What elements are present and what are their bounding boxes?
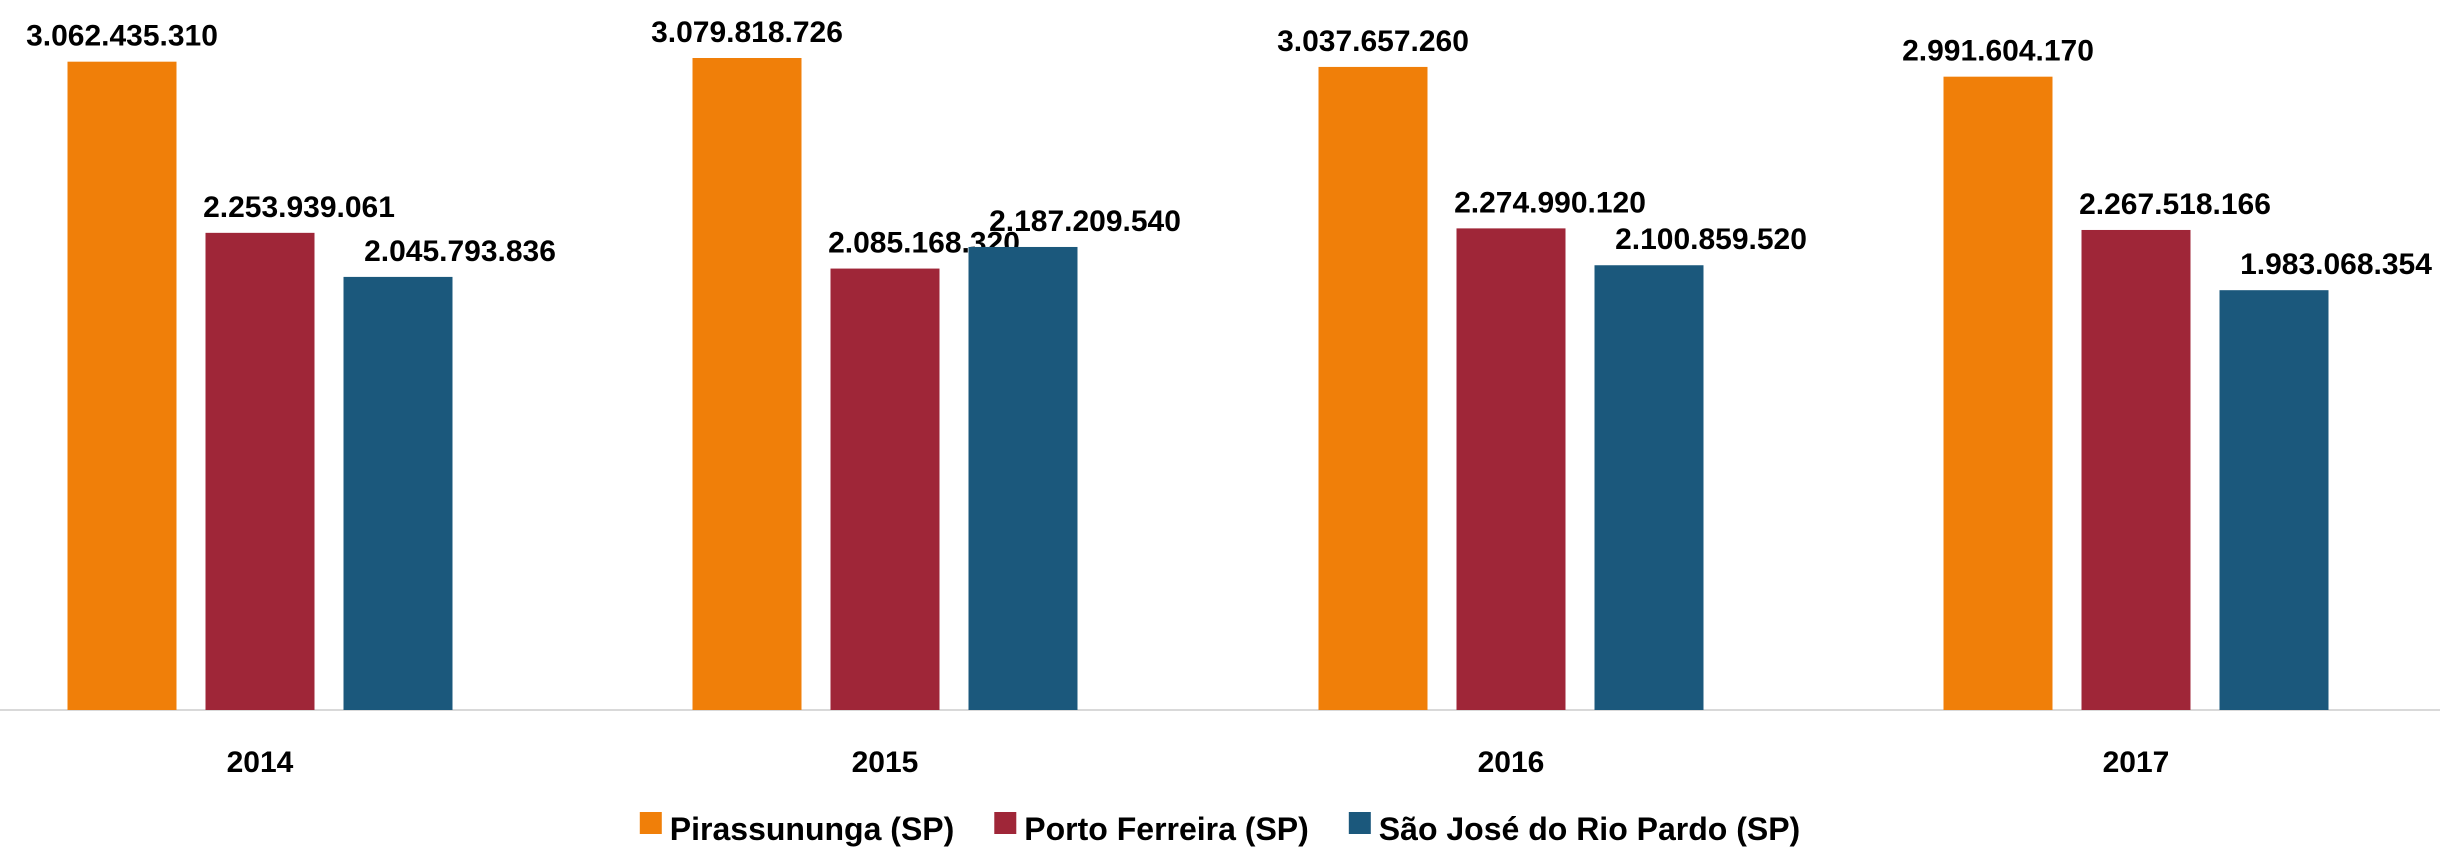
x-tick-label: 2014 xyxy=(227,746,294,779)
x-tick-label: 2015 xyxy=(852,746,919,779)
bar xyxy=(2219,290,2329,710)
legend-label: São José do Rio Pardo (SP) xyxy=(1379,811,1800,847)
bar xyxy=(1318,66,1428,711)
x-tick-label: 2017 xyxy=(2103,746,2170,779)
bar xyxy=(968,246,1078,710)
bar xyxy=(1456,228,1566,710)
data-label: 3.037.657.260 xyxy=(1277,25,1469,58)
data-label: 2.253.939.061 xyxy=(203,191,395,224)
legend-label: Porto Ferreira (SP) xyxy=(1024,811,1309,847)
data-label: 3.079.818.726 xyxy=(651,16,843,49)
data-label: 3.062.435.310 xyxy=(26,20,218,53)
data-label: 2.187.209.540 xyxy=(989,205,1181,238)
legend-label: Pirassununga (SP) xyxy=(670,811,955,847)
legend-swatch xyxy=(994,812,1017,834)
bar xyxy=(205,232,315,710)
data-label: 2.045.793.836 xyxy=(364,235,556,268)
bar xyxy=(692,58,802,710)
legend-swatch xyxy=(639,812,662,834)
data-label: 2.991.604.170 xyxy=(1902,35,2094,68)
bar xyxy=(2081,229,2191,710)
legend-swatch xyxy=(1348,812,1371,834)
bar xyxy=(1594,265,1704,710)
bar xyxy=(67,61,177,711)
x-tick-label: 2016 xyxy=(1478,746,1545,779)
data-label: 2.274.990.120 xyxy=(1454,186,1646,219)
data-label: 2.100.859.520 xyxy=(1615,223,1807,256)
bar xyxy=(1943,76,2053,710)
bar xyxy=(343,276,453,710)
bar xyxy=(830,268,940,710)
data-label: 2.267.518.166 xyxy=(2079,188,2271,221)
data-label: 1.983.068.354 xyxy=(2240,248,2432,281)
